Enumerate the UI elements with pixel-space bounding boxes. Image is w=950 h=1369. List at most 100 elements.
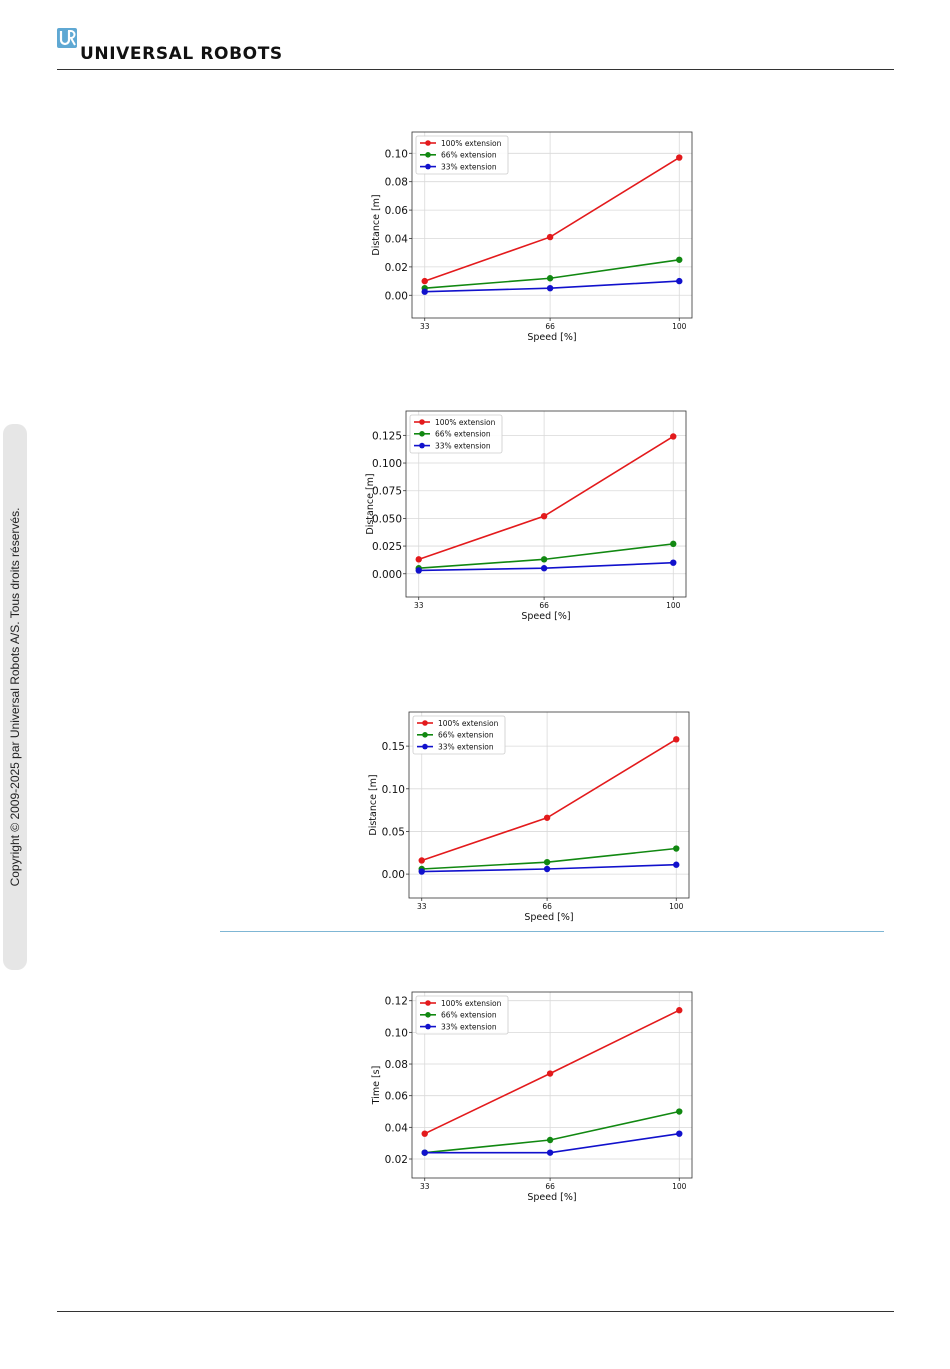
data-point bbox=[418, 857, 425, 864]
data-point bbox=[673, 845, 680, 852]
copyright-text: Copyright © 2009-2025 par Universal Robo… bbox=[8, 507, 22, 887]
x-tick-label: 33 bbox=[414, 601, 424, 610]
x-tick-label: 100 bbox=[669, 902, 684, 911]
legend-label: 100% extension bbox=[438, 719, 499, 728]
series-line bbox=[424, 1132, 680, 1154]
data-point bbox=[676, 1130, 683, 1137]
legend-label: 66% extension bbox=[441, 1011, 497, 1020]
data-point bbox=[421, 1149, 428, 1156]
x-tick-label: 100 bbox=[672, 322, 687, 331]
series-line bbox=[424, 156, 680, 282]
data-point bbox=[546, 233, 554, 241]
legend-label: 100% extension bbox=[441, 999, 502, 1008]
data-point bbox=[670, 559, 677, 566]
legend-marker bbox=[425, 140, 431, 146]
data-point bbox=[421, 1130, 428, 1137]
x-tick-label: 66 bbox=[545, 322, 555, 331]
series-line bbox=[424, 1110, 680, 1154]
y-tick-label: 0.00 bbox=[385, 290, 408, 302]
data-point bbox=[676, 154, 683, 161]
brand-name: UNIVERSAL ROBOTS bbox=[80, 44, 283, 64]
y-tick-label: 0.00 bbox=[382, 869, 405, 881]
section-divider bbox=[220, 931, 884, 932]
data-point bbox=[676, 1108, 683, 1115]
legend-marker bbox=[425, 1023, 431, 1030]
legend-label: 66% extension bbox=[441, 151, 497, 160]
y-tick-label: 0.06 bbox=[385, 205, 409, 217]
x-axis-label: Speed [%] bbox=[527, 332, 576, 343]
data-point bbox=[676, 277, 683, 285]
data-point bbox=[546, 275, 554, 282]
y-tick-label: 0.100 bbox=[372, 458, 402, 470]
copyright-tab bbox=[3, 424, 27, 970]
data-point bbox=[415, 567, 422, 574]
data-point bbox=[546, 1136, 554, 1144]
chart-distance-2: 33 66 100 0.000 0.025 0.050 0.075 0.100 0.125 Spe… bbox=[365, 410, 687, 622]
data-point bbox=[543, 865, 551, 873]
data-point bbox=[418, 868, 425, 875]
y-tick-label: 0.05 bbox=[382, 826, 405, 838]
y-tick-label: 0.06 bbox=[385, 1091, 409, 1103]
y-tick-label: 0.000 bbox=[372, 569, 402, 581]
legend-marker bbox=[425, 1000, 431, 1006]
y-tick-label: 0.10 bbox=[382, 784, 405, 796]
data-point bbox=[421, 277, 428, 285]
series-line bbox=[421, 738, 677, 862]
x-tick-label: 100 bbox=[666, 601, 681, 610]
x-tick-label: 66 bbox=[545, 1182, 555, 1191]
data-point bbox=[540, 512, 548, 520]
legend-marker bbox=[425, 163, 431, 170]
legend-box bbox=[415, 995, 509, 1035]
x-tick-label: 33 bbox=[420, 322, 430, 331]
data-point bbox=[540, 556, 548, 563]
footer-divider bbox=[57, 1311, 894, 1312]
chart-time: 33 66 100 0.02 0.04 0.06 0.08 0.10 0.12 Speed [%]… bbox=[371, 991, 693, 1203]
x-tick-label: 33 bbox=[417, 902, 427, 911]
y-tick-label: 0.02 bbox=[385, 1154, 408, 1166]
data-point bbox=[676, 256, 683, 263]
data-point bbox=[676, 1007, 683, 1014]
legend-marker bbox=[422, 743, 428, 750]
legend-marker bbox=[422, 732, 428, 738]
y-tick-label: 0.075 bbox=[372, 486, 402, 498]
legend-label: 66% extension bbox=[435, 430, 491, 439]
plot-frame bbox=[408, 711, 690, 899]
y-axis-label: Time [s] bbox=[371, 1066, 382, 1106]
legend-marker bbox=[425, 152, 431, 158]
legend-marker bbox=[422, 720, 428, 726]
chart-distance-1: 33 66 100 0.00 0.02 0.04 0.06 0.08 0.10 Speed [%]… bbox=[371, 131, 693, 343]
data-point bbox=[540, 565, 548, 572]
data-point bbox=[670, 433, 677, 440]
plot-frame bbox=[411, 991, 693, 1179]
y-tick-label: 0.125 bbox=[372, 430, 402, 442]
x-tick-label: 66 bbox=[542, 902, 552, 911]
legend-label: 33% extension bbox=[441, 1022, 497, 1031]
y-axis-label: Distance [m] bbox=[365, 473, 376, 534]
legend-box bbox=[415, 135, 509, 175]
legend-marker bbox=[425, 1012, 431, 1018]
y-tick-label: 0.04 bbox=[385, 1122, 409, 1134]
legend-marker bbox=[419, 442, 425, 449]
x-axis-label: Speed [%] bbox=[524, 912, 573, 923]
data-point bbox=[421, 288, 428, 295]
header-divider bbox=[57, 69, 894, 70]
legend-label: 66% extension bbox=[438, 731, 494, 740]
y-tick-label: 0.15 bbox=[382, 741, 405, 753]
x-axis-label: Speed [%] bbox=[527, 1192, 576, 1203]
plot-frame bbox=[405, 410, 687, 598]
y-tick-label: 0.050 bbox=[372, 513, 402, 525]
legend-label: 33% extension bbox=[441, 162, 497, 171]
y-tick-label: 0.08 bbox=[385, 177, 408, 189]
y-tick-label: 0.025 bbox=[372, 541, 402, 553]
y-tick-label: 0.08 bbox=[385, 1059, 408, 1071]
legend-label: 33% extension bbox=[435, 441, 491, 450]
legend-marker bbox=[419, 431, 425, 437]
legend-label: 33% extension bbox=[438, 742, 494, 751]
x-tick-label: 100 bbox=[672, 1182, 687, 1191]
legend-label: 100% extension bbox=[441, 139, 502, 148]
data-point bbox=[546, 284, 554, 292]
x-tick-label: 33 bbox=[420, 1182, 430, 1191]
universal-robots-logo-icon bbox=[57, 28, 77, 48]
y-tick-label: 0.04 bbox=[385, 233, 409, 245]
y-tick-label: 0.10 bbox=[385, 148, 408, 160]
